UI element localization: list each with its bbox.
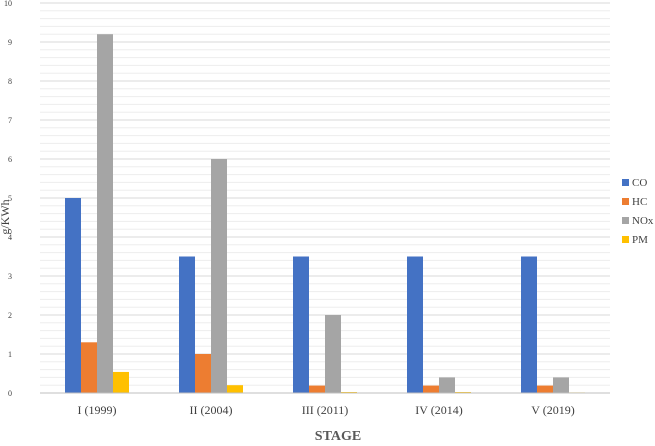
legend-swatch-hc — [622, 198, 629, 205]
legend-label-nox: NOx — [632, 215, 654, 227]
x-axis-title: STAGE — [315, 429, 361, 441]
bar-co — [521, 256, 537, 393]
x-tick-label: III (2011) — [302, 403, 349, 417]
y-tick-label: 7 — [8, 116, 12, 125]
x-tick-label: II (2004) — [190, 403, 233, 417]
legend-swatch-co — [622, 179, 629, 186]
legend-label-co: CO — [632, 177, 647, 189]
y-tick-label: 6 — [8, 155, 12, 164]
bars-layer — [65, 34, 585, 394]
y-tick-label: 2 — [8, 311, 12, 320]
bar-hc — [195, 354, 211, 393]
bar-nox — [325, 315, 341, 393]
y-tick-label: 5 — [8, 194, 12, 203]
y-tick-label: 10 — [4, 0, 12, 8]
y-tick-label: 4 — [8, 233, 12, 242]
x-tick-label: V (2019) — [531, 403, 574, 417]
bar-hc — [309, 385, 325, 393]
grid-layer — [40, 2, 610, 386]
y-tick-label: 9 — [8, 38, 12, 47]
bar-pm — [227, 385, 243, 393]
bar-nox — [97, 34, 113, 393]
bar-co — [407, 256, 423, 393]
bar-co — [179, 256, 195, 393]
bar-hc — [81, 342, 97, 393]
y-tick-label: 3 — [8, 272, 12, 281]
y-tick-label: 8 — [8, 77, 12, 86]
x-tick-label: I (1999) — [78, 403, 117, 417]
legend: CO HC NOx PM — [622, 177, 654, 246]
y-tick-label: 0 — [8, 389, 12, 398]
legend-swatch-pm — [622, 236, 629, 243]
bar-hc — [537, 385, 553, 393]
bar-co — [65, 198, 81, 393]
legend-label-pm: PM — [632, 234, 648, 246]
y-tick-label: 1 — [8, 350, 12, 359]
y-tick-labels: 0 1 2 3 4 5 6 7 8 9 10 — [4, 0, 12, 398]
x-tick-labels: I (1999) II (2004) III (2011) IV (2014) V (2… — [78, 403, 575, 417]
legend-label-hc: HC — [632, 196, 647, 208]
legend-swatch-nox — [622, 217, 629, 224]
bar-co — [293, 256, 309, 393]
bar-hc — [423, 385, 439, 393]
bar-pm — [113, 371, 129, 393]
bar-nox — [211, 159, 227, 393]
x-tick-label: IV (2014) — [415, 403, 462, 417]
bar-nox — [553, 377, 569, 393]
y-axis-title: g/KWh — [0, 199, 12, 234]
bar-nox — [439, 377, 455, 393]
